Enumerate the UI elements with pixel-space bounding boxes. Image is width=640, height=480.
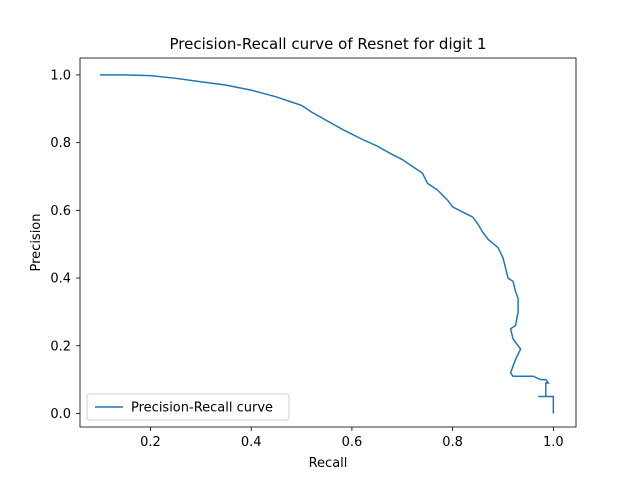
x-tick-label: 0.4 bbox=[241, 435, 262, 450]
legend: Precision-Recall curve bbox=[86, 393, 290, 421]
y-tick-label: 0.0 bbox=[50, 407, 71, 422]
x-tick-label: 0.8 bbox=[442, 435, 463, 450]
y-axis-label: Precision bbox=[29, 213, 44, 271]
y-tick-label: 0.8 bbox=[50, 136, 71, 151]
x-tick-label: 0.6 bbox=[342, 435, 363, 450]
plot-area bbox=[80, 58, 576, 427]
y-tick-label: 0.4 bbox=[50, 272, 71, 287]
series-line-precision-recall bbox=[100, 74, 555, 414]
legend-box bbox=[86, 393, 290, 421]
y-tick-label: 0.6 bbox=[50, 204, 71, 219]
x-axis-label: Recall bbox=[309, 456, 348, 471]
legend-label-precision-recall: Precision-Recall curve bbox=[131, 401, 273, 416]
x-tick-label: 0.2 bbox=[140, 435, 161, 450]
x-tick-label: 1.0 bbox=[543, 435, 564, 450]
plot-frame bbox=[79, 57, 577, 428]
y-tick-label: 0.2 bbox=[50, 339, 71, 354]
y-tick-label: 1.0 bbox=[50, 68, 71, 83]
y-axis-ticks: 0.0 0.2 0.4 0.6 0.8 1.0 bbox=[50, 68, 80, 422]
chart-title: Precision-Recall curve of Resnet for dig… bbox=[169, 35, 486, 53]
x-axis-ticks: 0.2 0.4 0.6 0.8 1.0 bbox=[140, 427, 564, 450]
